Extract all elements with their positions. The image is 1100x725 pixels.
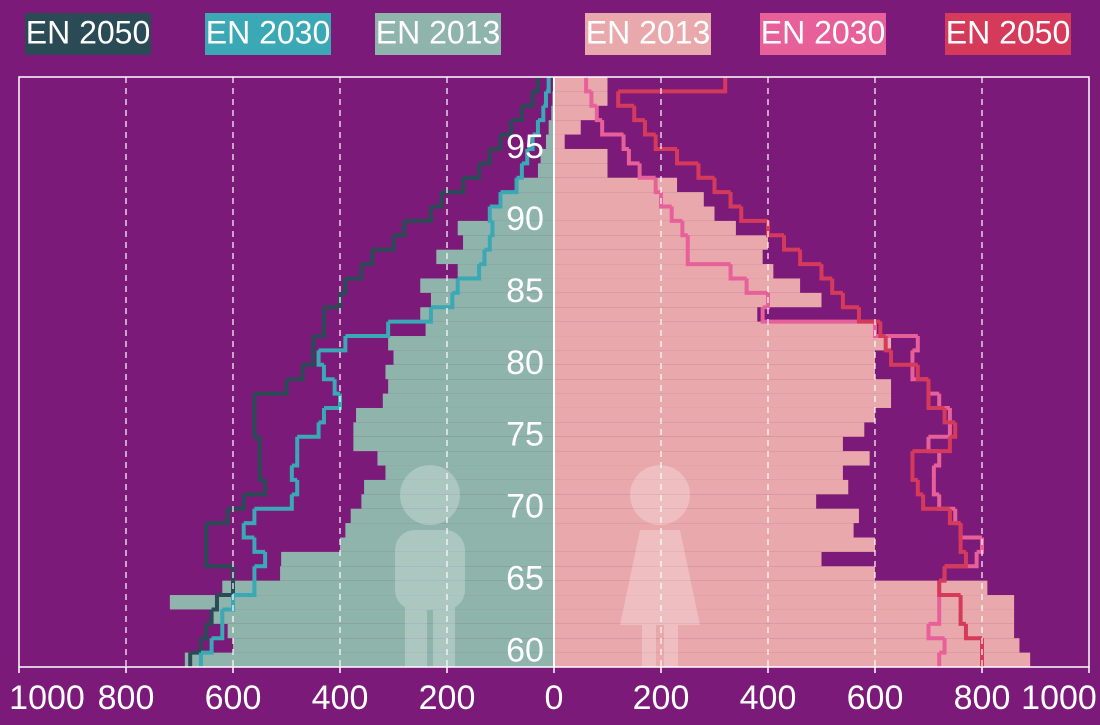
bar	[554, 509, 859, 523]
bar	[546, 135, 554, 149]
bar	[554, 422, 864, 436]
bar	[554, 624, 1014, 638]
bar	[554, 322, 875, 336]
y-tick-label: 85	[506, 272, 544, 310]
bar	[554, 192, 704, 206]
x-tick-label: 1000	[1021, 679, 1097, 717]
y-tick-label: 90	[506, 200, 544, 238]
bar	[517, 178, 554, 192]
bar	[554, 149, 608, 163]
x-tick-label: 600	[205, 679, 262, 717]
bar	[554, 91, 608, 105]
bar	[554, 336, 891, 350]
bar	[554, 437, 843, 451]
bar	[383, 394, 554, 408]
bar	[426, 322, 554, 336]
chart: 1000 800 600 400 200 0 200 400 600 800 1000 60 65 70 7…	[0, 0, 1100, 725]
bar	[554, 379, 891, 393]
y-tick-label: 70	[506, 488, 544, 526]
bar	[554, 466, 843, 480]
bar	[185, 653, 554, 667]
bar	[554, 653, 1030, 667]
x-tick-label: 1000	[9, 679, 85, 717]
bar	[554, 77, 608, 91]
bar	[170, 595, 554, 609]
bar	[554, 537, 875, 551]
bar	[554, 408, 875, 422]
y-tick-label: 80	[506, 344, 544, 382]
x-tick-label: 600	[847, 679, 904, 717]
x-tick-label: 200	[633, 679, 690, 717]
bar	[554, 350, 875, 364]
legend-label: EN 2050	[26, 14, 151, 50]
x-tick-label: 0	[545, 679, 564, 717]
bar	[554, 106, 597, 120]
y-tick-label: 65	[506, 560, 544, 598]
x-tick-label: 800	[954, 679, 1011, 717]
bar	[554, 278, 800, 292]
bar	[554, 178, 677, 192]
bar	[554, 552, 822, 566]
bar	[554, 480, 848, 494]
bar	[554, 638, 1019, 652]
bar	[554, 250, 763, 264]
bar	[554, 581, 987, 595]
bar	[554, 566, 875, 580]
y-tick-label: 60	[506, 632, 544, 670]
x-tick-label: 400	[740, 679, 797, 717]
legend-label: EN 2050	[946, 14, 1071, 50]
bar	[554, 394, 891, 408]
bar	[212, 609, 554, 623]
bar	[554, 221, 736, 235]
y-tick-label: 75	[506, 416, 544, 454]
bar	[554, 451, 870, 465]
bar	[554, 264, 773, 278]
bar	[228, 624, 554, 638]
legend-label: EN 2013	[376, 14, 501, 50]
x-tick-label: 200	[419, 679, 476, 717]
legend-label: EN 2030	[206, 14, 331, 50]
bar	[554, 307, 757, 321]
bar	[554, 207, 715, 221]
x-tick-label: 400	[312, 679, 369, 717]
bar	[554, 523, 854, 537]
legend-label: EN 2030	[761, 14, 886, 50]
bar	[554, 365, 875, 379]
bar	[222, 581, 554, 595]
bar	[554, 595, 1014, 609]
bar	[554, 135, 565, 149]
bar	[554, 120, 581, 134]
bar	[436, 250, 554, 264]
x-tick-label: 800	[98, 679, 155, 717]
page: 1000 800 600 400 200 0 200 400 600 800 1000 60 65 70 7…	[0, 0, 1100, 725]
bar	[554, 293, 822, 307]
bar	[554, 163, 608, 177]
legend-label: EN 2013	[586, 14, 711, 50]
y-tick-label: 95	[506, 128, 544, 166]
